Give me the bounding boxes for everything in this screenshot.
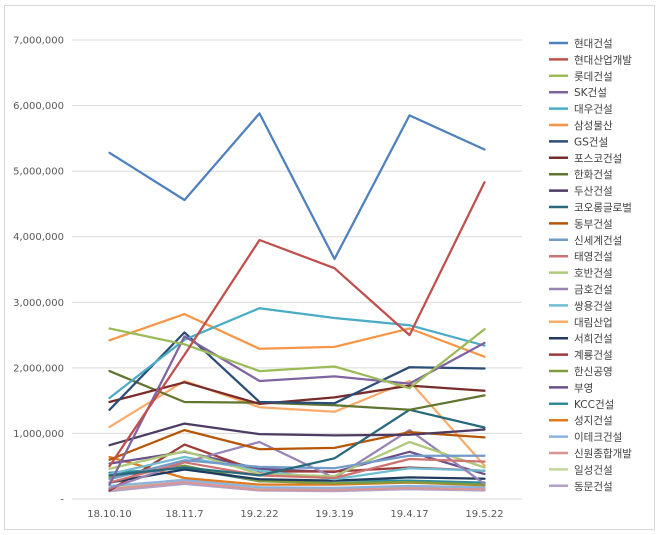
- legend-label: 현대건설: [574, 38, 613, 50]
- legend-label: SK건설: [574, 87, 607, 99]
- series-line-11: [108, 408, 486, 477]
- legend-label: 한신공영: [574, 366, 613, 378]
- series-line-14: [108, 457, 486, 484]
- y-axis: - 1,000,000 2,000,000 3,000,000 4,000,000 5,0…: [13, 36, 64, 506]
- x-tick-label: 18.10.10: [87, 509, 132, 520]
- series-line-1: [108, 112, 486, 261]
- series-line-15: [108, 440, 486, 478]
- x-tick-label: 18.11.7: [165, 509, 203, 520]
- legend-label: 신세계건설: [574, 235, 622, 247]
- legend-label: 삼성물산: [574, 120, 613, 132]
- y-tick-label: 5,000,000: [13, 167, 64, 178]
- series-line-2: [108, 181, 486, 468]
- x-tick-label: 19.5.22: [465, 509, 503, 520]
- series-line-7: [108, 331, 486, 411]
- legend-label: 롯데건설: [574, 71, 613, 83]
- legend-label: 성지건설: [574, 415, 613, 427]
- legend-label: 대림산업: [574, 316, 613, 329]
- y-tick-label: 6,000,000: [13, 101, 64, 112]
- legend-label: KCC건설: [574, 399, 614, 411]
- legend-label: 계룡건설: [574, 350, 613, 362]
- y-tick-label: 2,000,000: [13, 363, 64, 374]
- series-lines: [108, 112, 486, 493]
- legend-label: 코오롱글로벌: [574, 202, 632, 214]
- x-tick-label: 19.4.17: [390, 509, 428, 520]
- y-tick-label: -: [60, 495, 64, 506]
- x-axis: 18.10.10 18.11.7 19.2.22 19.3.19 19.4.17 19.5…: [87, 509, 503, 520]
- legend-label: 이테크건설: [574, 432, 622, 444]
- legend-label: 금호건설: [574, 284, 613, 296]
- series-line-6: [108, 312, 486, 358]
- series-line-9: [108, 369, 486, 411]
- x-tick-label: 19.2.22: [240, 509, 278, 520]
- legend-label: 동문건설: [574, 481, 613, 493]
- legend-label: 일성건설: [574, 463, 613, 476]
- legend-label: 부영: [574, 382, 593, 394]
- series-line-26: [108, 480, 486, 491]
- series-line-10: [108, 422, 486, 447]
- legend-label: 신원종합개발: [574, 448, 632, 460]
- legend-label: 현대산업개발: [574, 53, 632, 66]
- y-tick-label: 4,000,000: [13, 232, 64, 243]
- legend-label: 대우건설: [574, 104, 613, 116]
- legend-label: GS건설: [574, 136, 608, 148]
- y-tick-label: 1,000,000: [13, 429, 64, 440]
- legend-label: 쌍용건설: [574, 300, 613, 312]
- legend-label: 서희건설: [574, 333, 613, 345]
- y-tick-label: 3,000,000: [13, 298, 64, 309]
- series-line-18: [108, 379, 486, 467]
- series-line-5: [108, 307, 486, 400]
- legend-label: 두산건설: [574, 186, 613, 198]
- legend-label: 한화건설: [574, 169, 613, 181]
- x-tick-label: 19.3.19: [315, 509, 353, 520]
- legend-label: 포스코건설: [574, 153, 622, 165]
- legend-label: 태영건설: [574, 251, 613, 263]
- series-line-25: [108, 478, 486, 490]
- series-line-19: [108, 468, 486, 484]
- series-line-4: [108, 335, 486, 486]
- legend-label: 동부건설: [574, 218, 613, 230]
- series-line-3: [108, 327, 486, 390]
- series-line-8: [108, 381, 486, 406]
- legend-label: 호반건설: [574, 268, 613, 280]
- y-tick-label: 7,000,000: [13, 36, 64, 47]
